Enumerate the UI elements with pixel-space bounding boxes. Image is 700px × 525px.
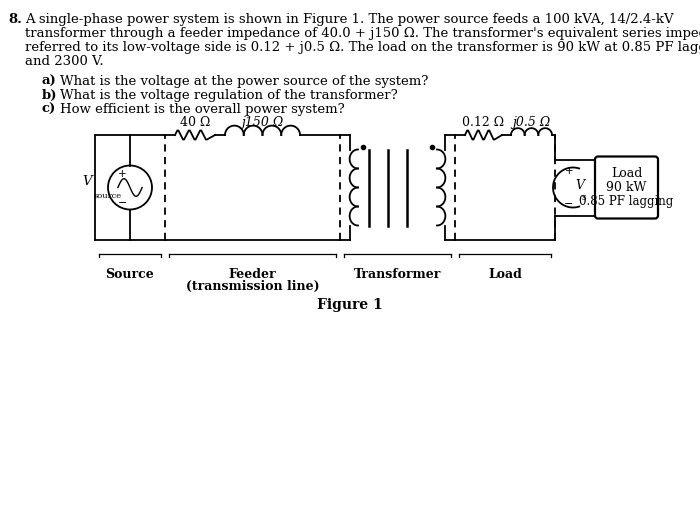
Text: A single-phase power system is shown in Figure 1. The power source feeds a 100 k: A single-phase power system is shown in … [25,13,673,26]
Text: 0.12 Ω: 0.12 Ω [463,116,505,129]
Text: Load: Load [488,268,522,281]
Text: How efficient is the overall power system?: How efficient is the overall power syste… [60,103,344,116]
Text: −: − [118,198,127,208]
FancyBboxPatch shape [595,156,658,218]
Text: Transformer: Transformer [354,268,441,281]
Text: j150 Ω: j150 Ω [241,116,284,129]
Text: referred to its low-voltage side is 0.12 + j0.5 Ω. The load on the transformer i: referred to its low-voltage side is 0.12… [25,41,700,54]
Text: Load: Load [611,167,642,180]
Text: source: source [94,193,122,201]
Text: j0.5 Ω: j0.5 Ω [512,116,551,129]
Text: What is the voltage at the power source of the system?: What is the voltage at the power source … [60,75,428,88]
Text: +: + [565,165,573,175]
Text: transformer through a feeder impedance of 40.0 + j150 Ω. The transformer's equiv: transformer through a feeder impedance o… [25,27,700,40]
Text: s: s [582,193,587,202]
Text: Feeder: Feeder [229,268,276,281]
Text: V: V [575,179,584,192]
Text: +: + [118,169,127,180]
Text: 0.85 PF lagging: 0.85 PF lagging [580,195,673,208]
Text: and 2300 V.: and 2300 V. [25,55,104,68]
Text: −: − [564,200,574,209]
Text: 40 Ω: 40 Ω [180,116,210,129]
Text: b): b) [42,89,57,102]
Text: 8.: 8. [8,13,22,26]
Text: What is the voltage regulation of the transformer?: What is the voltage regulation of the tr… [60,89,398,102]
Text: (transmission line): (transmission line) [186,280,319,293]
Text: 90 kW: 90 kW [606,181,647,194]
Text: c): c) [42,103,56,116]
Text: Source: Source [106,268,155,281]
Text: a): a) [42,75,57,88]
Text: Figure 1: Figure 1 [317,298,383,312]
Text: V: V [83,175,92,188]
